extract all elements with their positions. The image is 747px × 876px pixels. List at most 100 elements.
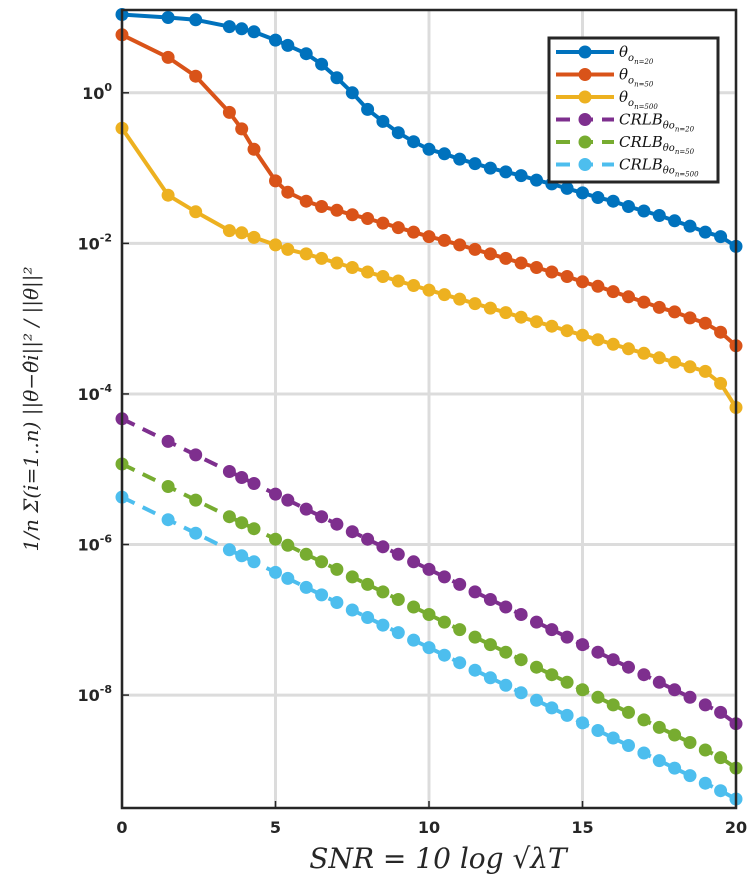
data-point [437,233,451,247]
data-point [222,105,236,119]
data-point [299,547,313,561]
data-point [606,337,620,351]
data-point [453,577,467,591]
legend-label: CRLBθon=50 [619,133,695,156]
data-point [361,577,375,591]
data-point [560,324,574,338]
legend-entry: θon=20 [556,43,654,66]
data-point [714,325,728,339]
data-point [560,270,574,283]
data-point [315,555,329,569]
data-point [437,615,451,629]
data-point [530,315,543,329]
data-point [189,493,203,507]
data-point [391,547,405,561]
data-point [545,701,559,715]
data-point [668,355,682,369]
data-point [330,71,344,85]
data-point [514,256,528,270]
data-point [361,102,375,116]
data-point [652,209,666,222]
data-point [668,683,682,697]
data-point [345,603,359,617]
legend-entry: θon=50 [556,66,654,89]
data-point [422,562,436,576]
legend-label: θon=500 [619,88,658,111]
series-5 [115,457,743,775]
data-point [545,319,559,333]
data-point [437,648,451,662]
series-1 [115,8,743,253]
data-point [299,580,313,594]
data-point [545,668,559,682]
series-2 [115,28,743,353]
legend-swatch-marker [578,45,592,59]
data-point [315,57,329,71]
data-point [269,238,282,252]
data-point [637,204,651,218]
data-point [683,311,697,325]
legend-label: CRLBθon=20 [619,111,695,134]
data-point [514,686,528,700]
data-point [468,663,482,677]
data-point [453,292,467,306]
x-axis-label: SNR = 10 log √λT [309,842,569,875]
series-4 [115,412,743,731]
data-point [391,221,405,235]
legend-entry: CRLBθon=50 [556,133,695,156]
x-tick-label: 5 [270,818,281,837]
data-point [422,608,436,621]
x-tick-label: 0 [116,818,127,837]
data-point [345,261,359,274]
data-point [668,728,682,742]
legend-swatch-marker [578,68,592,81]
data-point [222,465,236,478]
data-point [637,713,651,727]
data-point [591,724,605,737]
data-point [235,122,249,136]
data-point [330,562,344,576]
data-point [281,571,295,585]
data-point [499,306,513,320]
data-point [560,630,574,644]
data-point [622,200,635,213]
data-point [281,538,295,552]
data-point [499,645,513,659]
data-point [407,135,421,149]
data-point [422,641,436,655]
data-point [376,216,390,230]
data-point [714,376,728,390]
data-point [637,295,651,309]
data-point [247,555,261,569]
legend-swatch-marker [578,90,592,104]
data-point [437,288,451,302]
x-ticks: 0 5 10 15 20 [116,801,747,837]
data-point [714,751,728,765]
data-point [576,186,589,200]
data-point [247,477,261,490]
legend-entry: θon=500 [556,88,658,111]
data-point [683,690,697,704]
data-point [407,555,421,569]
data-point [606,731,620,745]
data-point [161,434,175,448]
data-point [269,174,282,188]
data-point [652,351,666,365]
series-3 [115,121,743,414]
data-point [299,194,313,208]
data-point [391,593,405,606]
legend-label: CRLBθon=500 [619,156,699,179]
data-point [247,522,261,536]
data-point [698,698,712,712]
data-point [468,297,482,311]
data-point [222,510,236,524]
data-point [330,596,344,609]
data-point [376,540,390,554]
data-point [576,638,589,652]
data-point [514,169,528,183]
data-point [698,776,712,790]
data-point [235,516,249,530]
data-point [361,532,375,546]
data-point [281,38,295,52]
data-point [315,251,329,265]
